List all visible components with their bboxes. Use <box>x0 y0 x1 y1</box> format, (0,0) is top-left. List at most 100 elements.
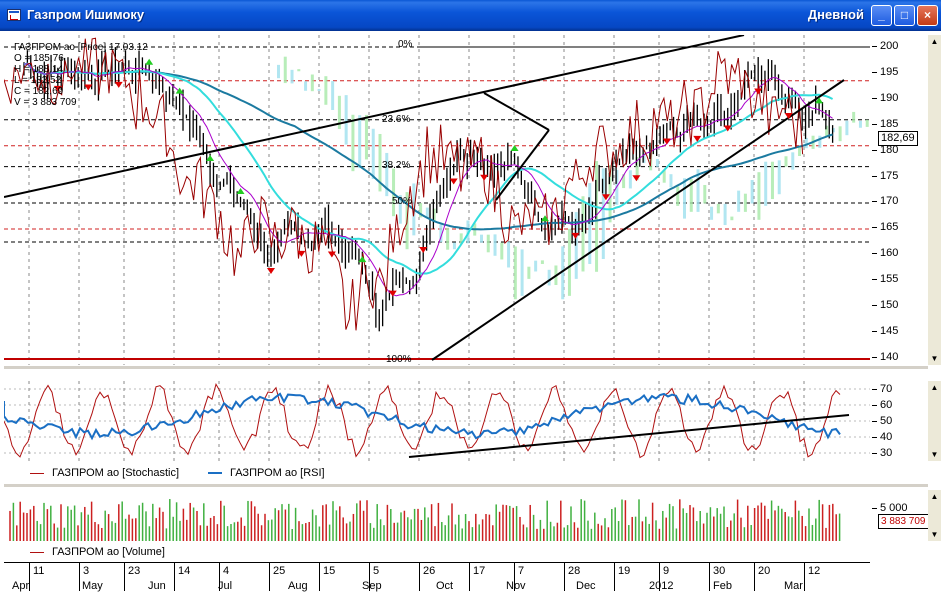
ichimoku-cloud <box>818 135 822 148</box>
ichimoku-cloud <box>398 195 402 224</box>
legend-rsi: ГАЗПРОМ ао [RSI] <box>208 467 325 479</box>
time-axis-month: May <box>82 580 103 592</box>
ichimoku-cloud <box>608 164 612 223</box>
fib-level-50: 50% <box>392 196 413 207</box>
ichimoku-cloud <box>317 88 321 91</box>
price-chart-canvas <box>4 35 870 365</box>
price-tick: 200 <box>871 40 899 52</box>
oscillator-chart-canvas <box>4 381 870 461</box>
legend-volume: ГАЗПРОМ ао [Volume] <box>30 546 165 558</box>
sell-signal-icon <box>754 88 763 95</box>
trendline-support <box>431 79 845 361</box>
ichimoku-cloud <box>798 146 802 156</box>
price-tick: 180 <box>871 143 899 156</box>
price-tick: 175 <box>871 169 899 182</box>
ichimoku-cloud <box>777 160 781 195</box>
time-axis-day: 5 <box>373 565 380 577</box>
time-axis-day: 17 <box>473 565 486 577</box>
ichimoku-cloud <box>567 228 571 296</box>
low-value: L = 182,52 <box>14 75 62 86</box>
time-axis-day: 3 <box>83 565 90 577</box>
scroll-down-icon[interactable]: ▼ <box>930 450 939 459</box>
buy-signal-icon <box>145 58 154 65</box>
ichimoku-cloud <box>655 158 659 167</box>
ichimoku-cloud <box>716 203 720 214</box>
ichimoku-cloud <box>432 208 436 223</box>
ichimoku-cloud <box>385 152 389 197</box>
oscillator-scrollbar[interactable]: ▲ ▼ <box>928 381 941 461</box>
header-date: 17.03.12 <box>108 42 148 53</box>
fib-level-38: 38.2% <box>382 160 411 171</box>
scroll-up-icon[interactable]: ▲ <box>930 492 939 501</box>
ichimoku-cloud <box>757 172 761 220</box>
volume-chart-canvas <box>9 499 841 541</box>
time-axis-day: 7 <box>518 565 525 577</box>
oscillator-tick: 30 <box>871 447 893 459</box>
ichimoku-cloud <box>750 179 754 204</box>
trendline-upper <box>4 35 745 198</box>
sell-signal-icon <box>419 246 428 253</box>
time-axis-divider <box>319 563 320 591</box>
scroll-up-icon[interactable]: ▲ <box>930 383 939 392</box>
ichimoku-cloud <box>297 69 301 72</box>
oscillator-tick: 60 <box>871 399 893 411</box>
time-axis-day: 23 <box>128 565 141 577</box>
price-tick: 170 <box>871 195 899 208</box>
price-scale[interactable]: 200 195 190 185 180 175 170 165 160 155 150 145 140 <box>870 35 928 365</box>
volume-value: V = 3 883 709 <box>14 97 77 108</box>
price-tick: 160 <box>871 247 899 260</box>
price-tick: 155 <box>871 273 899 286</box>
oscillator-scale[interactable]: 70 60 50 40 30 <box>870 381 928 461</box>
time-axis-day: 14 <box>178 565 191 577</box>
pane-splitter[interactable] <box>4 366 928 369</box>
ichimoku-cloud <box>858 120 862 128</box>
volume-pane[interactable] <box>4 490 870 541</box>
ichimoku-cloud <box>791 152 795 170</box>
scroll-up-icon[interactable]: ▲ <box>930 37 939 46</box>
ichimoku-cloud <box>743 193 747 212</box>
maximize-button[interactable]: □ <box>894 5 915 26</box>
buy-signal-icon <box>206 154 215 161</box>
stochastic-swatch <box>30 472 44 474</box>
time-axis-day: 30 <box>713 565 726 577</box>
ichimoku-cloud <box>534 260 538 272</box>
period-label: Дневной <box>807 7 864 22</box>
ichimoku-cloud <box>290 69 294 84</box>
price-tick: 150 <box>871 299 899 311</box>
ichimoku-cloud <box>825 125 829 137</box>
ichimoku-cloud <box>737 190 741 212</box>
price-scrollbar[interactable]: ▲ ▼ <box>928 35 941 365</box>
legend-volume-label: ГАЗПРОМ ао [Volume] <box>52 546 165 558</box>
ichimoku-cloud <box>561 246 565 300</box>
sell-signal-icon <box>571 232 580 239</box>
high-value: H = 188,14 <box>14 64 64 75</box>
stochastic-line <box>4 383 841 459</box>
pane-splitter[interactable] <box>4 484 928 487</box>
ichimoku-cloud <box>331 81 335 110</box>
time-axis-divider <box>614 563 615 591</box>
scroll-down-icon[interactable]: ▼ <box>930 530 939 539</box>
oscillator-pane[interactable] <box>4 381 870 461</box>
ichimoku-cloud <box>452 242 456 250</box>
time-axis-day: 25 <box>273 565 286 577</box>
ichimoku-cloud <box>852 111 856 123</box>
chart-window-icon <box>7 9 21 21</box>
title-bar[interactable]: Газпром Ишимоку Дневной _ □ × <box>0 0 941 31</box>
last-volume-label: 3 883 709 <box>878 514 929 529</box>
time-axis[interactable]: 11 3 23 14 4 25 15 5 26 17 7 28 19 9 30 20 12 Apr May Jun Ju… <box>4 562 870 607</box>
scroll-down-icon[interactable]: ▼ <box>930 354 939 363</box>
ichimoku-cloud <box>419 203 423 218</box>
close-button[interactable]: × <box>917 5 938 26</box>
ichimoku-cloud <box>574 212 578 279</box>
senkou-line <box>23 62 834 275</box>
time-axis-divider <box>269 563 270 591</box>
price-pane[interactable]: ГАЗПРОМ ао [Price] 17.03.12 O = 185,76 H… <box>4 35 870 365</box>
time-axis-month: Jun <box>148 580 166 592</box>
minimize-button[interactable]: _ <box>871 5 892 26</box>
oscillator-tick: 50 <box>871 415 893 427</box>
sell-signal-icon <box>601 194 610 201</box>
buy-signal-icon <box>358 256 367 263</box>
buy-signal-icon <box>175 87 184 94</box>
volume-scrollbar[interactable]: ▲ ▼ <box>928 490 941 541</box>
ichimoku-cloud <box>500 242 504 260</box>
